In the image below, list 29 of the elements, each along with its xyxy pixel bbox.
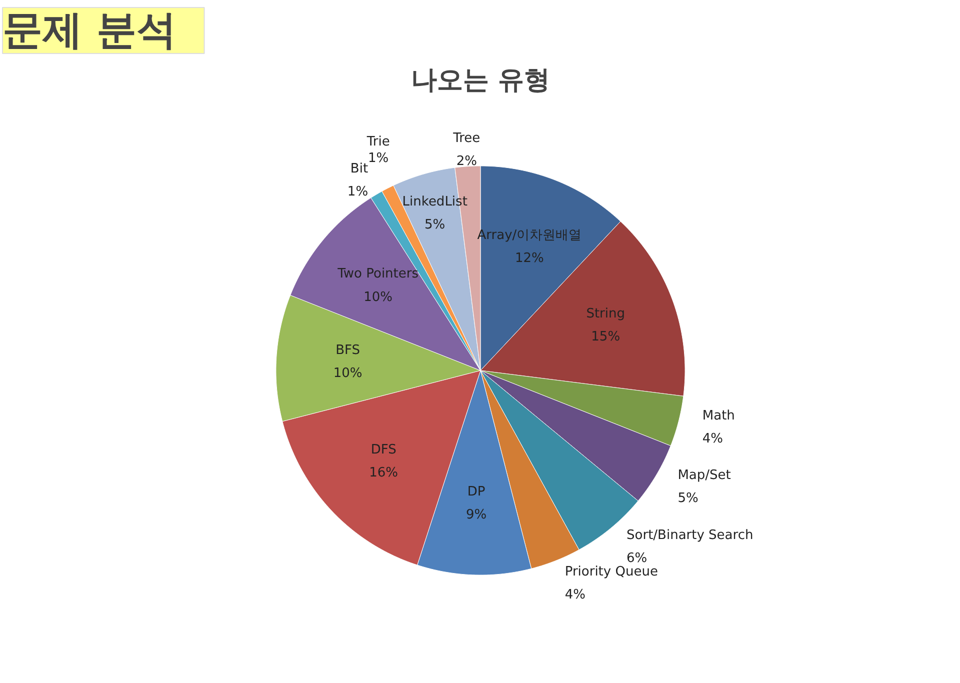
slice-label: BFS xyxy=(336,343,360,358)
slice-label: Sort/Binarty Search xyxy=(626,528,754,543)
slice-label: Math xyxy=(702,408,735,424)
data-label: 5% xyxy=(678,491,698,506)
data-label: 10% xyxy=(364,290,393,305)
slice-label: String xyxy=(586,306,625,322)
data-label: 1% xyxy=(347,184,368,200)
chart-title: 문제 분석 xyxy=(2,8,176,54)
slice-label: Two Pointers xyxy=(336,266,419,282)
data-label: 12% xyxy=(514,250,544,266)
chart-subtitle: 나오는 유형 xyxy=(410,66,550,96)
data-label: 4% xyxy=(564,588,586,603)
data-label: 6% xyxy=(626,551,648,566)
data-label: 4% xyxy=(702,432,724,447)
data-label: 10% xyxy=(333,366,362,382)
slice-label: DP xyxy=(467,484,486,500)
data-label: 1% xyxy=(368,150,389,166)
slice-label: Tree xyxy=(452,130,480,146)
slice-label: Bit xyxy=(350,161,368,176)
data-label: 5% xyxy=(424,217,446,232)
data-label: 16% xyxy=(369,466,398,481)
slice-label: Map/Set xyxy=(678,468,731,484)
slice-label: DFS xyxy=(370,442,396,458)
slice-label: LinkedList xyxy=(402,194,468,210)
data-label: 9% xyxy=(466,507,487,522)
data-label: 15% xyxy=(591,330,620,345)
slice-label: Priority Queue xyxy=(564,564,658,580)
slice-label: Trie xyxy=(366,134,390,150)
data-label: 2% xyxy=(456,154,477,170)
